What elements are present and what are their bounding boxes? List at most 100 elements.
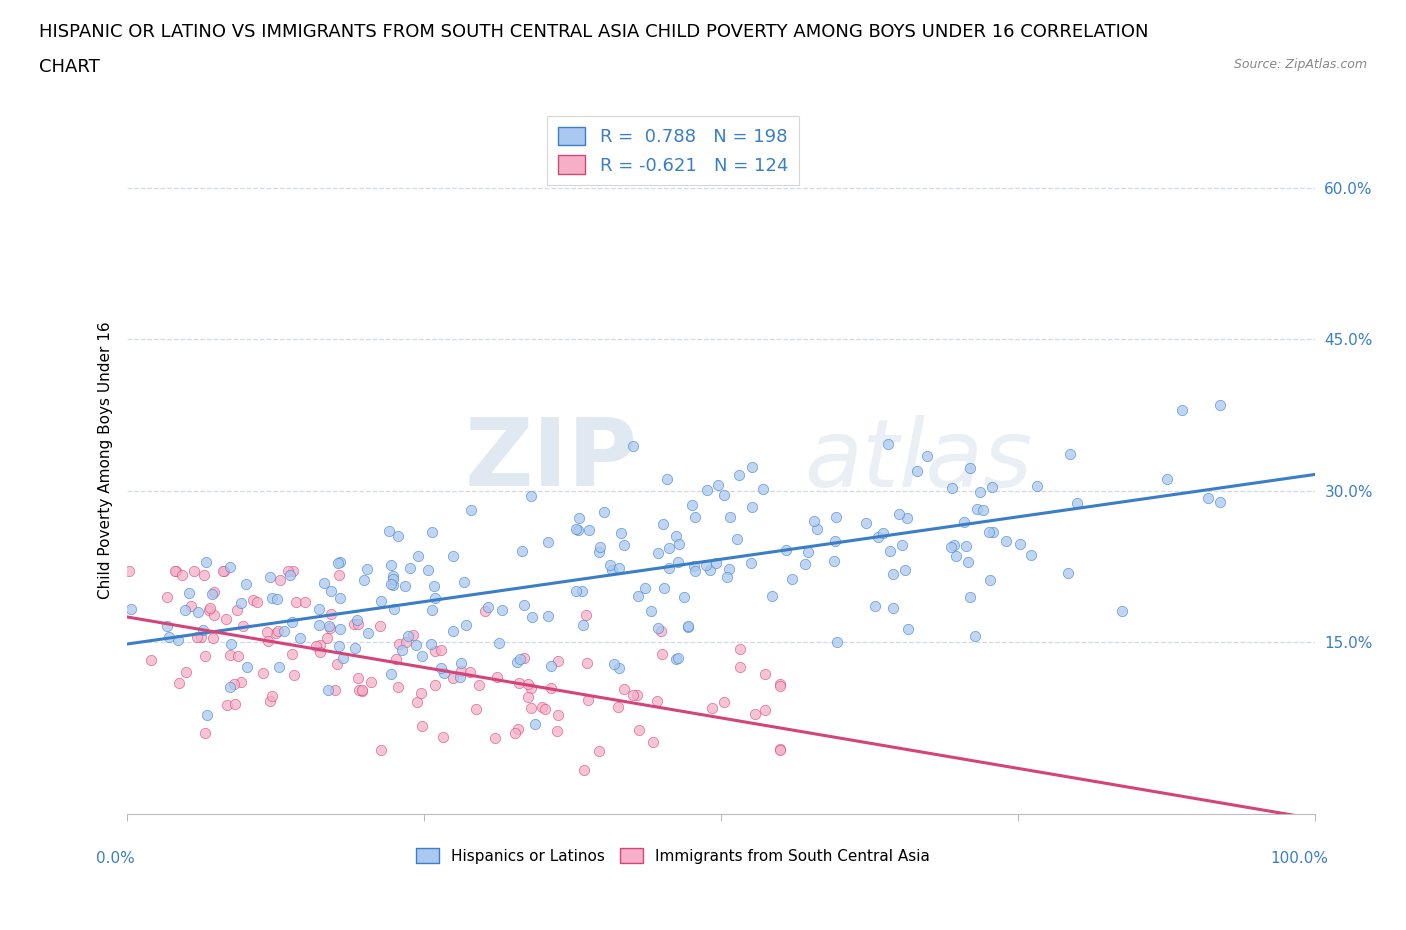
Point <box>260 591 283 606</box>
Point <box>212 564 235 578</box>
Point <box>1019 547 1042 562</box>
Point <box>186 630 208 644</box>
Point <box>565 584 588 599</box>
Point <box>194 725 217 740</box>
Point <box>797 544 820 559</box>
Point <box>952 514 974 529</box>
Point <box>163 564 186 578</box>
Point <box>278 567 301 582</box>
Point <box>231 595 253 610</box>
Text: ZIP: ZIP <box>464 415 637 506</box>
Point <box>537 609 560 624</box>
Point <box>259 570 281 585</box>
Point <box>882 601 904 616</box>
Point <box>741 499 763 514</box>
Point <box>524 716 547 731</box>
Point <box>380 666 402 681</box>
Point <box>441 624 464 639</box>
Point <box>537 535 560 550</box>
Point <box>713 695 735 710</box>
Point <box>432 730 454 745</box>
Point <box>681 498 703 512</box>
Point <box>450 655 472 670</box>
Point <box>347 616 370 631</box>
Point <box>432 666 454 681</box>
Point <box>370 593 392 608</box>
Point <box>460 502 482 517</box>
Point <box>728 659 751 674</box>
Point <box>769 742 792 757</box>
Point <box>823 553 845 568</box>
Point <box>1066 496 1088 511</box>
Point <box>725 532 748 547</box>
Point <box>190 630 212 644</box>
Point <box>572 763 595 777</box>
Point <box>665 529 688 544</box>
Point <box>328 639 350 654</box>
Point <box>592 504 614 519</box>
Point <box>503 725 526 740</box>
Point <box>658 561 681 576</box>
Point <box>378 524 401 538</box>
Point <box>246 594 269 609</box>
Point <box>718 510 741 525</box>
Point <box>323 683 346 698</box>
Point <box>172 567 194 582</box>
Point <box>651 516 673 531</box>
Point <box>702 701 724 716</box>
Point <box>959 460 981 475</box>
Point <box>269 660 291 675</box>
Point <box>402 628 425 643</box>
Point <box>380 557 402 572</box>
Point <box>683 564 706 578</box>
Point <box>139 653 162 668</box>
Point <box>769 742 792 757</box>
Point <box>198 603 221 618</box>
Point <box>589 539 612 554</box>
Point <box>865 599 887 614</box>
Point <box>420 603 443 618</box>
Point <box>571 584 593 599</box>
Point <box>513 597 536 612</box>
Point <box>177 585 200 600</box>
Point <box>382 578 405 592</box>
Point <box>319 620 342 635</box>
Text: HISPANIC OR LATINO VS IMMIGRANTS FROM SOUTH CENTRAL ASIA CHILD POVERTY AMONG BOY: HISPANIC OR LATINO VS IMMIGRANTS FROM SO… <box>39 23 1149 41</box>
Point <box>972 503 994 518</box>
Point <box>449 670 471 684</box>
Point <box>155 590 177 604</box>
Point <box>546 724 568 738</box>
Point <box>775 542 797 557</box>
Point <box>219 637 242 652</box>
Point <box>516 689 538 704</box>
Point <box>465 701 488 716</box>
Point <box>941 481 963 496</box>
Point <box>423 578 446 593</box>
Y-axis label: Child Poverty Among Boys Under 16: Child Poverty Among Boys Under 16 <box>97 322 112 599</box>
Point <box>194 648 217 663</box>
Point <box>219 559 242 574</box>
Point <box>329 591 352 605</box>
Point <box>963 629 986 644</box>
Point <box>678 619 700 634</box>
Point <box>157 630 180 644</box>
Point <box>477 600 499 615</box>
Point <box>741 459 763 474</box>
Point <box>312 576 335 591</box>
Point <box>156 619 179 634</box>
Point <box>683 509 706 524</box>
Point <box>519 489 541 504</box>
Point <box>668 537 690 551</box>
Point <box>613 682 636 697</box>
Point <box>1059 447 1081 462</box>
Point <box>627 723 650 737</box>
Point <box>939 540 962 555</box>
Point <box>517 676 540 691</box>
Point <box>806 522 828 537</box>
Point <box>191 623 214 638</box>
Point <box>1156 472 1178 487</box>
Point <box>356 562 378 577</box>
Point <box>273 624 295 639</box>
Point <box>1208 495 1230 510</box>
Point <box>256 625 278 640</box>
